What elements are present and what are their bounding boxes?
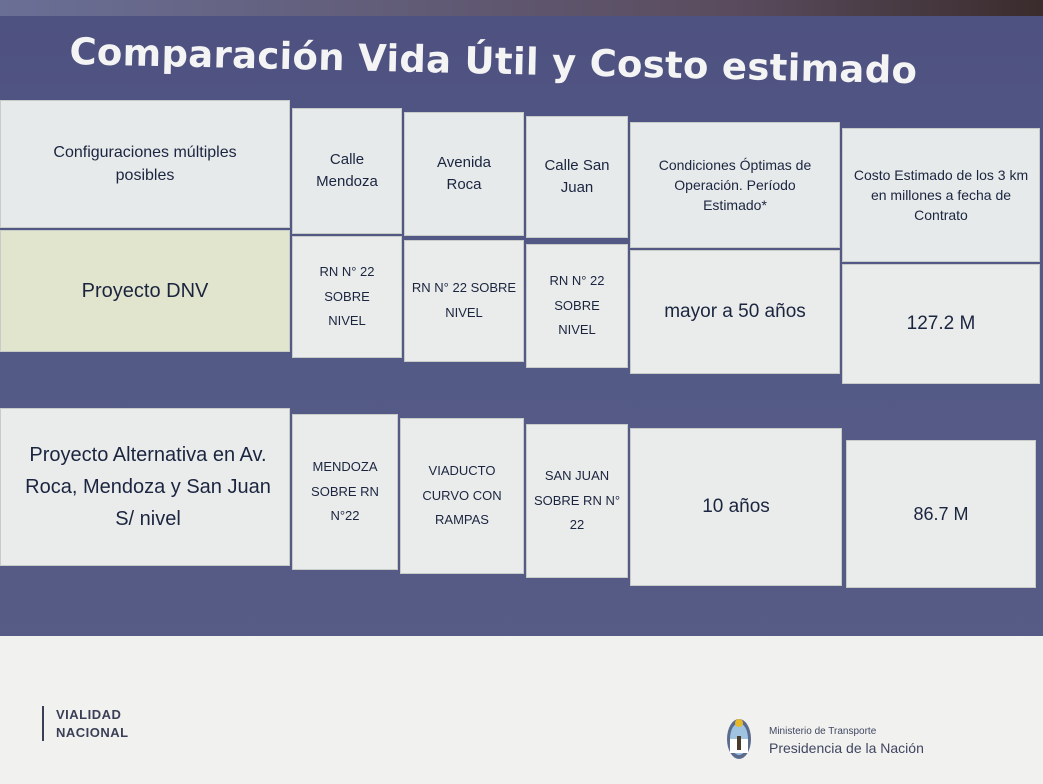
row1-costo: 127.2 M: [842, 264, 1040, 384]
vialidad-line1: VIALIDAD: [56, 707, 122, 722]
header-roca-label: Avenida Roca: [437, 154, 491, 193]
row2-name: Proyecto Alternativa en Av. Roca, Mendoz…: [0, 408, 290, 566]
row2-condiciones-label: 10 años: [702, 496, 770, 518]
row1-mendoza-label: RN N° 22 SOBRE NIVEL: [319, 263, 375, 329]
row1-name: Proyecto DNV: [0, 230, 290, 352]
ministerio-logo: Ministerio de Transporte Presidencia de …: [725, 712, 1025, 768]
row1-mendoza: RN N° 22 SOBRE NIVEL: [292, 236, 402, 358]
row2-condiciones: 10 años: [630, 428, 842, 586]
header-condiciones-label: Condiciones Óptimas de Operación. Períod…: [658, 156, 812, 214]
row2-sanjuan-label: SAN JUAN SOBRE RN N° 22: [533, 467, 621, 533]
top-band: [0, 0, 1043, 16]
row1-condiciones-label: mayor a 50 años: [664, 301, 806, 323]
header-config-label: Configuraciones múltiples posibles: [53, 143, 237, 184]
row2-name-label: Proyecto Alternativa en Av. Roca, Mendoz…: [25, 444, 271, 530]
row2-roca: VIADUCTO CURVO CON RAMPAS: [400, 418, 524, 574]
header-mendoza: Calle Mendoza: [292, 108, 402, 234]
header-costo: Costo Estimado de los 3 km en millones a…: [842, 128, 1040, 262]
row1-condiciones: mayor a 50 años: [630, 250, 840, 374]
slide-title: Comparación Vida Útil y Costo estimado: [69, 30, 918, 93]
presidencia-text: Presidencia de la Nación: [769, 740, 924, 756]
row2-roca-label: VIADUCTO CURVO CON RAMPAS: [422, 462, 502, 528]
argentina-shield-icon: [727, 719, 751, 759]
ministerio-text: Ministerio de Transporte: [769, 726, 877, 737]
row2-mendoza: MENDOZA SOBRE RN N°22: [292, 414, 398, 570]
row1-name-label: Proyecto DNV: [81, 279, 209, 302]
header-mendoza-label: Calle Mendoza: [316, 151, 378, 190]
header-condiciones: Condiciones Óptimas de Operación. Períod…: [630, 122, 840, 248]
header-sanjuan: Calle San Juan: [526, 116, 628, 238]
header-config: Configuraciones múltiples posibles: [0, 100, 290, 228]
header-sanjuan-label: Calle San Juan: [544, 157, 610, 196]
row2-sanjuan: SAN JUAN SOBRE RN N° 22: [526, 424, 628, 578]
header-costo-label: Costo Estimado de los 3 km en millones a…: [853, 166, 1029, 224]
row1-costo-label: 127.2 M: [906, 313, 976, 335]
header-roca: Avenida Roca: [404, 112, 524, 236]
row2-mendoza-label: MENDOZA SOBRE RN N°22: [311, 458, 379, 524]
vialidad-logo: VIALIDAD NACIONAL: [42, 706, 129, 742]
row1-sanjuan-label: RN N° 22 SOBRE NIVEL: [549, 272, 605, 338]
row2-costo: 86.7 M: [846, 440, 1036, 588]
row1-sanjuan: RN N° 22 SOBRE NIVEL: [526, 244, 628, 368]
vialidad-line2: NACIONAL: [56, 724, 129, 740]
footer: [0, 636, 1043, 784]
row1-roca: RN N° 22 SOBRE NIVEL: [404, 240, 524, 362]
row1-roca-label: RN N° 22 SOBRE NIVEL: [411, 280, 517, 320]
row2-costo-label: 86.7 M: [913, 503, 969, 524]
